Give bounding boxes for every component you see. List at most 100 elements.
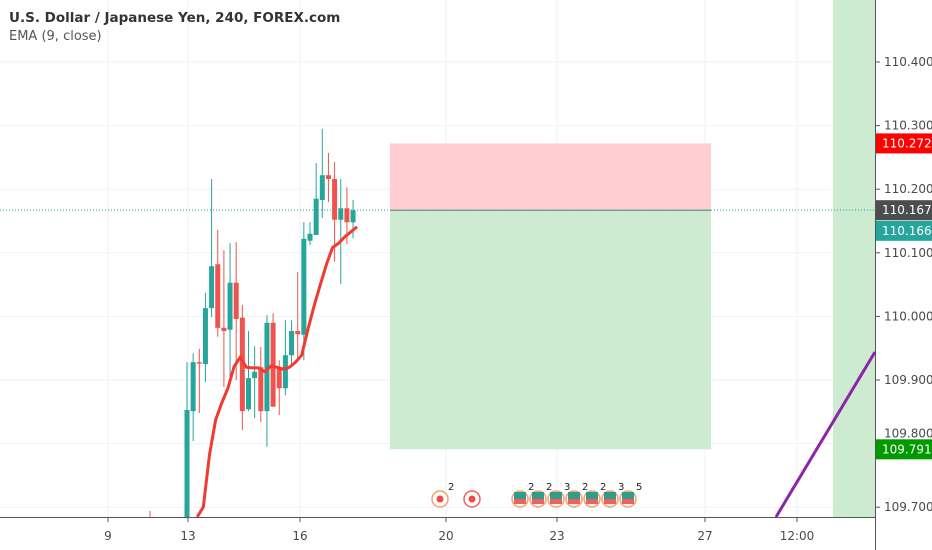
- indicator-label[interactable]: EMA (9, close): [9, 29, 102, 44]
- candle-body: [276, 367, 282, 389]
- candle-body: [239, 317, 245, 412]
- candle-body: [184, 409, 190, 517]
- symbol-title[interactable]: U.S. Dollar / Japanese Yen, 240, FOREX.c…: [9, 10, 341, 26]
- event-count: 2: [600, 482, 606, 493]
- event-count: 5: [636, 482, 642, 493]
- price-tick-label: 109.700: [884, 500, 932, 514]
- take-profit-zone: [390, 210, 711, 450]
- us-flag-icon: [568, 492, 580, 499]
- event-marker: [463, 490, 481, 508]
- candle-body: [227, 282, 233, 330]
- candle: [209, 179, 215, 318]
- us-flag-icon: [514, 499, 526, 504]
- candle-body: [319, 175, 325, 201]
- time-tick-label: 23: [549, 529, 564, 543]
- event-count: 2: [546, 482, 552, 493]
- session-shade: [833, 0, 875, 517]
- price-axis[interactable]: 110.400 110.300 110.200 110.100 110.000 109.9…: [875, 55, 932, 514]
- us-flag-icon: [568, 499, 580, 504]
- candle-body: [289, 331, 295, 356]
- event-count: 3: [564, 482, 570, 493]
- candle: [184, 362, 190, 517]
- candle: [313, 163, 319, 235]
- price-tick-label: 110.300: [884, 119, 932, 133]
- candle: [325, 152, 331, 202]
- candle: [227, 243, 233, 377]
- candle: [338, 179, 344, 284]
- candle-body: [252, 371, 258, 379]
- us-flag-icon: [586, 492, 598, 499]
- us-flag-icon: [514, 492, 526, 499]
- event-dot-icon: [436, 495, 444, 503]
- event-count: 3: [618, 482, 624, 493]
- event-marker: 2: [511, 482, 534, 508]
- us-flag-icon: [604, 492, 616, 499]
- event-markers[interactable]: 2 2 2 3 2 2 3 5: [431, 482, 642, 508]
- candle-body: [332, 179, 338, 220]
- price-labels: 110.272 110.167 110.166 109.791: [876, 133, 932, 460]
- candle: [190, 353, 196, 442]
- time-tick-label: 27: [697, 529, 712, 543]
- us-flag-icon: [622, 492, 634, 499]
- event-marker: 2: [565, 482, 588, 508]
- us-flag-icon: [532, 492, 544, 499]
- trend-line[interactable]: [774, 351, 877, 518]
- candle-body: [233, 282, 239, 319]
- event-count: 2: [528, 482, 534, 493]
- candle: [282, 320, 288, 396]
- time-tick-label: 13: [180, 529, 195, 543]
- candle: [258, 346, 264, 422]
- price-label: 110.166: [882, 224, 932, 238]
- candle: [289, 320, 295, 368]
- price-label: 109.791: [882, 442, 932, 456]
- time-axis[interactable]: 9 13 16 20 23 27 12:00: [104, 517, 814, 543]
- candle: [252, 346, 258, 419]
- candle: [301, 222, 307, 361]
- event-marker: 2: [431, 482, 454, 508]
- event-marker: 3: [547, 482, 570, 508]
- ema-line: [195, 225, 359, 518]
- time-tick-label: 9: [104, 529, 112, 543]
- time-tick-label: 20: [438, 529, 453, 543]
- candle: [239, 304, 245, 431]
- candle-body: [196, 362, 202, 364]
- event-dot-icon: [468, 495, 476, 503]
- price-tick-label: 110.200: [884, 182, 932, 196]
- time-tick-label: 16: [292, 529, 307, 543]
- candle: [233, 241, 239, 380]
- price-label: 110.272: [882, 136, 932, 150]
- candle-body: [264, 322, 270, 412]
- candle-body: [190, 362, 196, 412]
- candle: [215, 229, 221, 337]
- price-tick-label: 109.900: [884, 373, 932, 387]
- us-flag-icon: [622, 499, 634, 504]
- price-tick-label: 110.000: [884, 309, 932, 323]
- candle-body: [350, 210, 356, 223]
- price-label-bg: [876, 439, 932, 460]
- candle-body: [202, 308, 208, 365]
- price-tick-label: 109.800: [884, 426, 932, 440]
- event-count: 2: [448, 482, 454, 493]
- candle-body: [307, 233, 313, 241]
- price-tick-label: 110.400: [884, 55, 932, 69]
- chart-legend: U.S. Dollar / Japanese Yen, 240, FOREX.c…: [9, 8, 340, 46]
- candle-body: [246, 378, 251, 410]
- us-flag-icon: [604, 499, 616, 504]
- event-marker: 3: [601, 482, 624, 508]
- candle-body: [282, 355, 288, 389]
- candle-body: [270, 322, 276, 407]
- event-count: 2: [582, 482, 588, 493]
- price-tick-label: 110.100: [884, 246, 932, 260]
- us-flag-icon: [550, 499, 562, 504]
- candle: [202, 292, 208, 382]
- event-marker: 2: [529, 482, 552, 508]
- candle: [264, 315, 270, 447]
- candle-body: [209, 266, 215, 309]
- event-marker: 2: [583, 482, 606, 508]
- event-marker: 5: [619, 482, 642, 508]
- short-position-tool[interactable]: [390, 143, 711, 450]
- price-label: 110.167: [882, 203, 932, 217]
- us-flag-icon: [532, 499, 544, 504]
- candle-body: [221, 327, 227, 332]
